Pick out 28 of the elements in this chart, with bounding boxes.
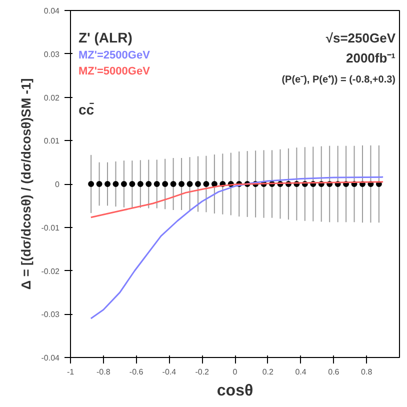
x-tick-label: 0.4 bbox=[295, 368, 307, 376]
y-axis-title: Δ = [(dσ/dcosθ) / (dσ/dcosθ)SM -1] bbox=[18, 78, 34, 290]
annotation: √s=250GeV bbox=[326, 30, 396, 46]
y-tick-label: -0.03 bbox=[41, 310, 60, 320]
x-tick-label: -0.8 bbox=[96, 368, 111, 376]
annotation: (P(e⁻), P(e⁺)) = (-0.8,+0.3) bbox=[282, 74, 396, 86]
y-tick-label: 0.01 bbox=[44, 136, 60, 146]
y-tick-label: -0.01 bbox=[41, 223, 60, 232]
text: MZ'=5000GeV bbox=[78, 66, 151, 78]
y-tick-label: -0.02 bbox=[41, 266, 60, 276]
x-tick-label: 0.6 bbox=[328, 368, 340, 376]
x-tick-label: -0.2 bbox=[195, 368, 210, 376]
x-tick-label: -0.4 bbox=[162, 368, 177, 376]
text: MZ'=2500GeV bbox=[78, 50, 151, 62]
x-tick-label: 0 bbox=[232, 368, 238, 376]
x-tick-label: 0.2 bbox=[262, 368, 274, 376]
x-tick-label: -1 bbox=[66, 368, 75, 376]
annotation: cc̄ bbox=[78, 102, 95, 118]
x-axis-title: cosθ bbox=[216, 382, 254, 400]
y-tick-label: 0.02 bbox=[44, 93, 60, 102]
y-tick-label: 0.04 bbox=[44, 6, 60, 16]
x-tick-label: 0.8 bbox=[361, 368, 373, 376]
annotation: Z' (ALR) bbox=[78, 30, 132, 46]
annotation: 2000fb⁻¹ bbox=[346, 50, 396, 66]
y-tick-label: 0 bbox=[55, 180, 60, 189]
y-tick-label: -0.04 bbox=[41, 354, 60, 362]
x-tick-label: -0.6 bbox=[129, 368, 144, 376]
y-tick-label: 0.03 bbox=[44, 50, 60, 59]
